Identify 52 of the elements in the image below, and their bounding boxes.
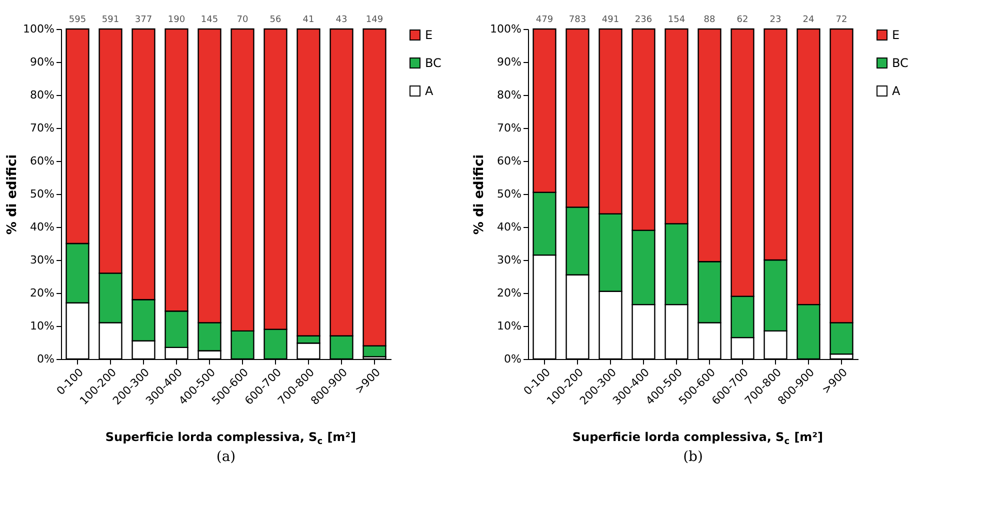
- annotation: 591: [102, 15, 120, 25]
- y-tick-label: 20%: [497, 286, 522, 300]
- annotation: 154: [668, 15, 686, 25]
- text: (b): [683, 449, 703, 465]
- y-tick-label: 60%: [497, 154, 522, 168]
- y-tick-label: 30%: [497, 254, 522, 266]
- annotation: 595: [68, 15, 86, 25]
- y-tick-label: 0%: [504, 352, 522, 366]
- annotation: 70: [236, 15, 248, 25]
- legend-label: A: [425, 84, 434, 98]
- legend-label: BC: [425, 56, 442, 70]
- annotation: 145: [200, 15, 218, 25]
- y-tick-label: 60%: [30, 154, 54, 168]
- y-axis-title: % di edifici: [472, 154, 488, 235]
- legend-label: A: [892, 84, 901, 98]
- annotation: 88: [704, 15, 716, 25]
- annotation: 23: [770, 15, 782, 25]
- annotation: 149: [366, 15, 384, 25]
- text: (a): [216, 449, 236, 465]
- legend-label: BC: [892, 56, 908, 70]
- y-tick-label: 100%: [490, 22, 522, 36]
- legend-label: E: [425, 28, 433, 42]
- y-tick-label: 90%: [30, 56, 54, 68]
- annotation: 62: [736, 15, 748, 25]
- annotation: 24: [802, 15, 814, 25]
- y-tick-label: 50%: [497, 188, 522, 200]
- annotation: 190: [168, 15, 186, 25]
- y-tick-label: 90%: [497, 56, 522, 68]
- y-tick-label: 50%: [30, 188, 54, 200]
- y-tick-label: 80%: [497, 88, 522, 102]
- y-tick-label: 80%: [30, 88, 54, 102]
- annotation: 236: [634, 15, 652, 25]
- legend-label: E: [892, 28, 900, 42]
- annotation: 41: [302, 15, 314, 25]
- y-tick-label: 40%: [30, 220, 54, 234]
- annotation: 56: [270, 15, 282, 25]
- y-tick-label: 10%: [497, 320, 522, 332]
- y-tick-label: 40%: [497, 220, 522, 234]
- annotation: 491: [602, 15, 620, 25]
- annotation: 479: [536, 15, 554, 25]
- y-tick-label: 100%: [23, 22, 54, 36]
- y-tick-label: 10%: [30, 320, 54, 332]
- annotation: 43: [336, 15, 348, 25]
- y-tick-label: 70%: [497, 122, 522, 134]
- y-axis-title: % di edifici: [5, 154, 20, 235]
- y-tick-label: 30%: [30, 254, 54, 266]
- y-tick-label: 70%: [30, 122, 54, 134]
- annotation: 377: [134, 15, 152, 25]
- y-tick-label: 0%: [37, 352, 54, 366]
- annotation: 783: [568, 15, 586, 25]
- y-tick-label: 20%: [30, 286, 54, 300]
- annotation: 72: [836, 15, 848, 25]
